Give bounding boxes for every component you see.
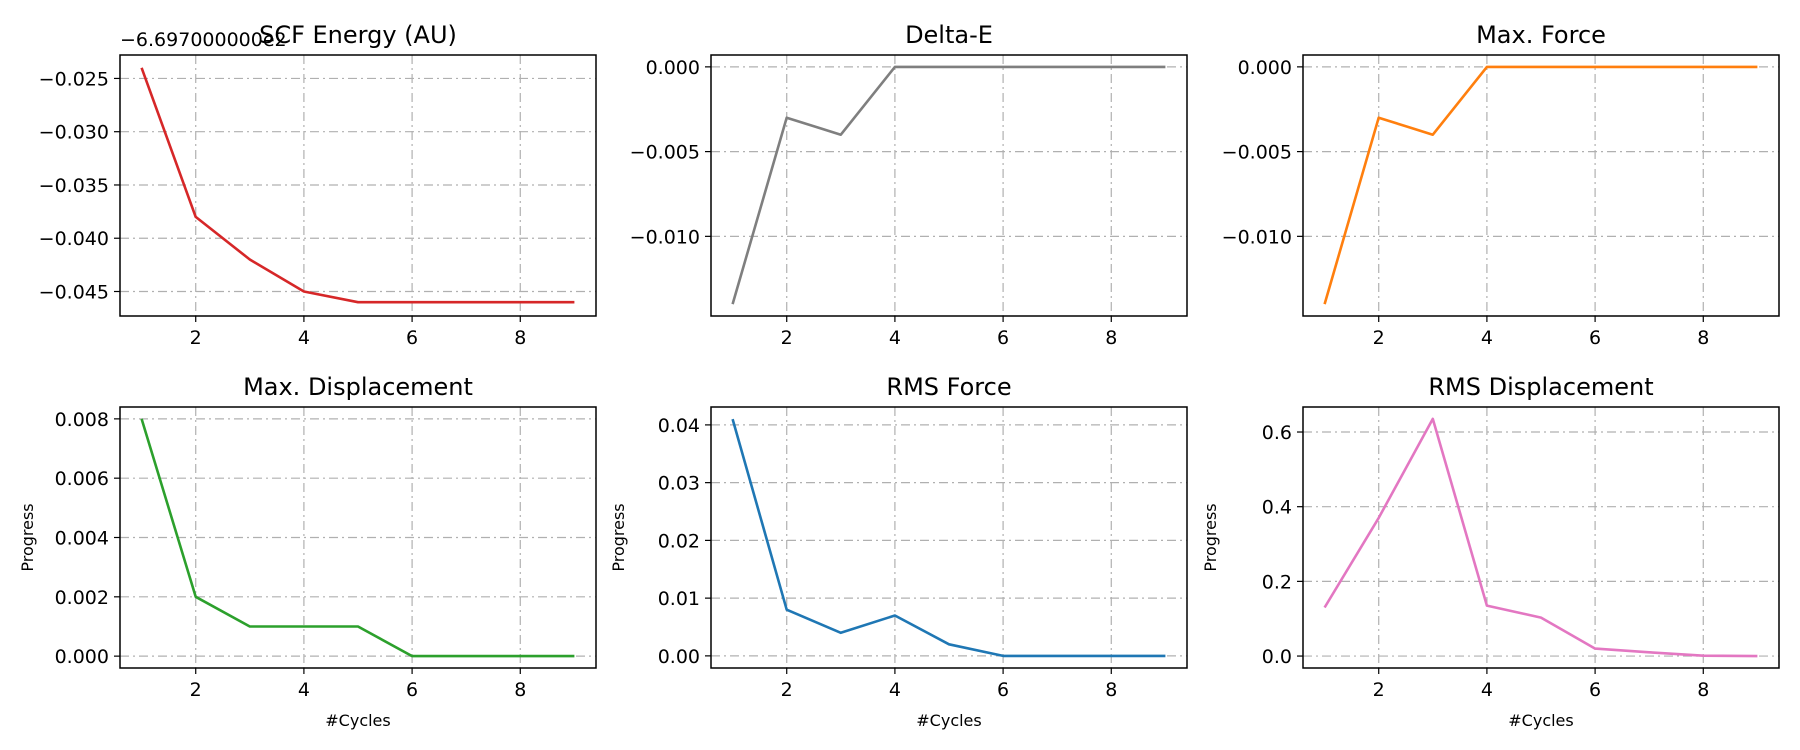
x-tick-label: 2: [190, 679, 202, 701]
y-tick-label: 0.002: [55, 587, 109, 609]
y-tick-label: 0.6: [1262, 422, 1292, 444]
subplot-title: Delta-E: [905, 21, 993, 49]
y-tick-label: −0.030: [39, 122, 109, 144]
y-tick-label: 0.000: [55, 646, 109, 668]
x-tick-label: 6: [997, 327, 1009, 349]
y-tick-label: −0.005: [630, 142, 700, 164]
y-tick-label: −0.045: [39, 281, 109, 303]
x-axis-label: #Cycles: [916, 711, 981, 730]
x-tick-label: 4: [298, 679, 310, 701]
x-tick-label: 6: [1589, 327, 1601, 349]
y-tick-label: 0.00: [658, 646, 700, 668]
x-tick-label: 2: [781, 679, 793, 701]
y-tick-label: −0.010: [630, 226, 700, 248]
y-tick-label: 0.03: [658, 473, 700, 495]
y-tick-label: 0.0: [1262, 646, 1292, 668]
y-tick-label: −0.025: [39, 68, 109, 90]
x-tick-label: 8: [1697, 327, 1709, 349]
y-tick-label: −0.040: [39, 228, 109, 250]
y-tick-label: −0.035: [39, 175, 109, 197]
y-tick-label: −0.010: [1222, 226, 1292, 248]
x-tick-label: 2: [781, 327, 793, 349]
x-tick-label: 4: [889, 327, 901, 349]
x-tick-label: 8: [514, 679, 526, 701]
y-axis-label: Progress: [1201, 503, 1220, 571]
y-tick-label: 0.004: [55, 528, 109, 550]
x-tick-label: 4: [1481, 327, 1493, 349]
x-tick-label: 2: [1373, 327, 1385, 349]
subplot-title: Max. Displacement: [243, 373, 473, 401]
subplot-title: Max. Force: [1476, 21, 1606, 49]
y-tick-label: 0.01: [658, 588, 700, 610]
x-tick-label: 4: [298, 327, 310, 349]
x-tick-label: 6: [406, 327, 418, 349]
x-tick-label: 4: [889, 679, 901, 701]
subplot-title: SCF Energy (AU): [259, 21, 457, 49]
y-tick-label: −0.005: [1222, 142, 1292, 164]
y-tick-label: 0.2: [1262, 571, 1292, 593]
x-tick-label: 6: [1589, 679, 1601, 701]
subplot-title: RMS Displacement: [1428, 373, 1653, 401]
y-tick-label: 0.008: [55, 409, 109, 431]
x-axis-label: #Cycles: [1508, 711, 1573, 730]
x-axis-label: #Cycles: [325, 711, 390, 730]
x-tick-label: 6: [997, 679, 1009, 701]
x-tick-label: 8: [1105, 327, 1117, 349]
x-tick-label: 4: [1481, 679, 1493, 701]
y-tick-label: 0.000: [646, 57, 700, 79]
y-tick-label: 0.02: [658, 530, 700, 552]
y-tick-label: 0.04: [658, 415, 700, 437]
y-tick-label: 0.006: [55, 468, 109, 490]
x-tick-label: 8: [1105, 679, 1117, 701]
x-tick-label: 6: [406, 679, 418, 701]
y-axis-label: Progress: [18, 503, 37, 571]
y-tick-label: 0.000: [1238, 57, 1292, 79]
x-tick-label: 8: [1697, 679, 1709, 701]
x-tick-label: 2: [1373, 679, 1385, 701]
y-tick-label: 0.4: [1262, 497, 1292, 519]
y-axis-label: Progress: [609, 503, 628, 571]
subplot-title: RMS Force: [886, 373, 1011, 401]
x-tick-label: 8: [514, 327, 526, 349]
x-tick-label: 2: [190, 327, 202, 349]
